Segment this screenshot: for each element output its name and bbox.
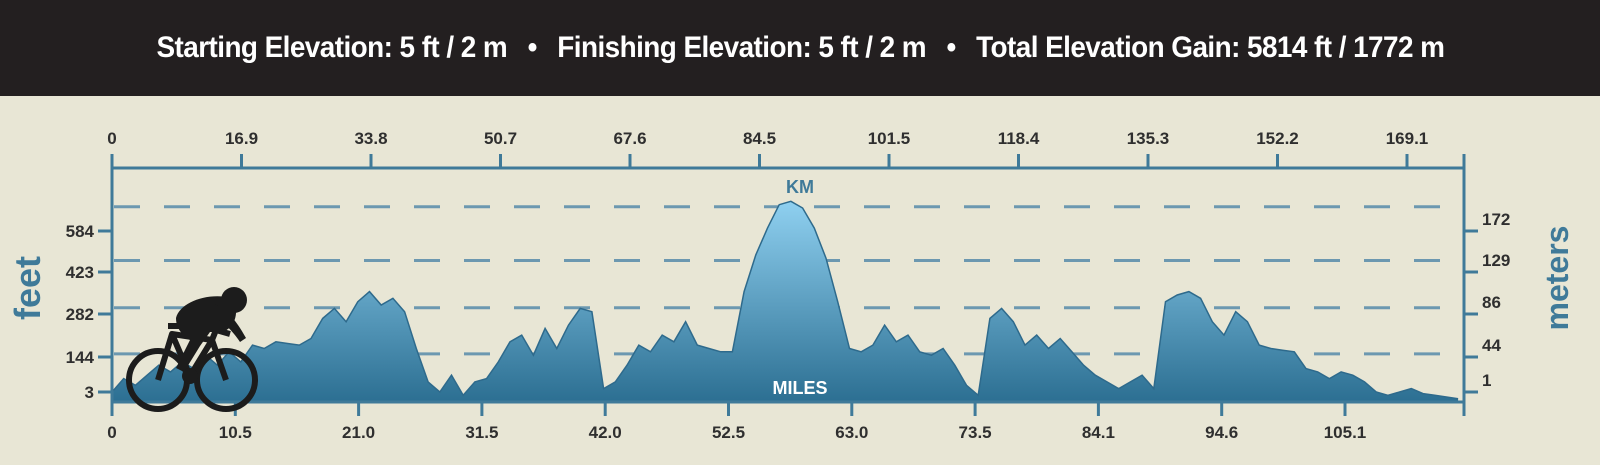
- km-tick-label: 101.5: [868, 129, 911, 148]
- miles-tick-label: 84.1: [1082, 423, 1115, 442]
- feet-axis-ticks: 3 144 282 423 584: [66, 222, 112, 402]
- km-tick-label: 169.1: [1386, 129, 1429, 148]
- meters-tick-label: 1: [1482, 371, 1491, 390]
- elevation-summary-text: Starting Elevation: 5 ft / 2 m • Finishing…: [156, 31, 1444, 65]
- km-axis-ticks: 0 16.9 33.8 50.7 67.6 84.5 101.5 118.4 135.3 152.…: [107, 129, 1428, 168]
- km-tick-label: 50.7: [484, 129, 517, 148]
- feet-tick-label: 144: [66, 348, 95, 367]
- miles-axis-label: MILES: [772, 378, 827, 398]
- starting-elevation: Starting Elevation: 5 ft / 2 m: [156, 31, 507, 64]
- meters-tick-label: 86: [1482, 293, 1501, 312]
- elevation-profile-line: [112, 200, 1459, 400]
- miles-tick-label: 52.5: [712, 423, 745, 442]
- miles-tick-label: 21.0: [342, 423, 375, 442]
- elevation-summary-header: Starting Elevation: 5 ft / 2 m • Finishing…: [0, 0, 1600, 96]
- feet-tick-label: 584: [66, 222, 95, 241]
- elevation-profile-area: [112, 201, 1459, 402]
- meters-tick-label: 129: [1482, 251, 1510, 270]
- feet-tick-label: 3: [85, 383, 94, 402]
- meters-tick-label: 44: [1482, 336, 1501, 355]
- km-tick-label: 152.2: [1256, 129, 1299, 148]
- km-tick-label: 16.9: [225, 129, 258, 148]
- miles-tick-label: 10.5: [219, 423, 252, 442]
- miles-tick-label: 105.1: [1324, 423, 1367, 442]
- feet-tick-label: 423: [66, 263, 94, 282]
- km-axis-label: KM: [786, 177, 814, 197]
- separator-2: •: [946, 31, 956, 64]
- km-tick-label: 135.3: [1127, 129, 1170, 148]
- separator-1: •: [527, 31, 537, 64]
- meters-axis-ticks: 1 44 86 129 172: [1464, 210, 1510, 394]
- cyclist-silhouette-icon: [126, 287, 258, 412]
- miles-tick-label: 73.5: [959, 423, 992, 442]
- km-tick-label: 33.8: [354, 129, 387, 148]
- km-tick-label: 84.5: [743, 129, 776, 148]
- km-tick-label: 118.4: [998, 129, 1040, 148]
- meters-tick-label: 172: [1482, 210, 1510, 229]
- km-tick-label: 0: [107, 129, 116, 148]
- miles-tick-label: 31.5: [465, 423, 498, 442]
- miles-tick-label: 0: [107, 423, 116, 442]
- miles-tick-label: 94.6: [1205, 423, 1238, 442]
- feet-axis-label: feet: [7, 256, 48, 320]
- miles-axis-ticks: 0 10.5 21.0 31.5 42.0 52.5 63.0 73.5 84.1 94.6 105…: [107, 402, 1366, 442]
- chart-axes: [110, 154, 1466, 416]
- finishing-elevation: Finishing Elevation: 5 ft / 2 m: [556, 31, 926, 64]
- feet-tick-label: 282: [66, 305, 94, 324]
- km-tick-label: 67.6: [613, 129, 646, 148]
- miles-tick-label: 42.0: [589, 423, 622, 442]
- meters-axis-label: meters: [1539, 226, 1575, 331]
- elevation-profile-chart: 0 16.9 33.8 50.7 67.6 84.5 101.5 118.4 135.3 152.…: [7, 129, 1575, 442]
- total-elevation-gain: Total Elevation Gain: 5814 ft / 1772 m: [975, 31, 1445, 64]
- miles-tick-label: 63.0: [835, 423, 868, 442]
